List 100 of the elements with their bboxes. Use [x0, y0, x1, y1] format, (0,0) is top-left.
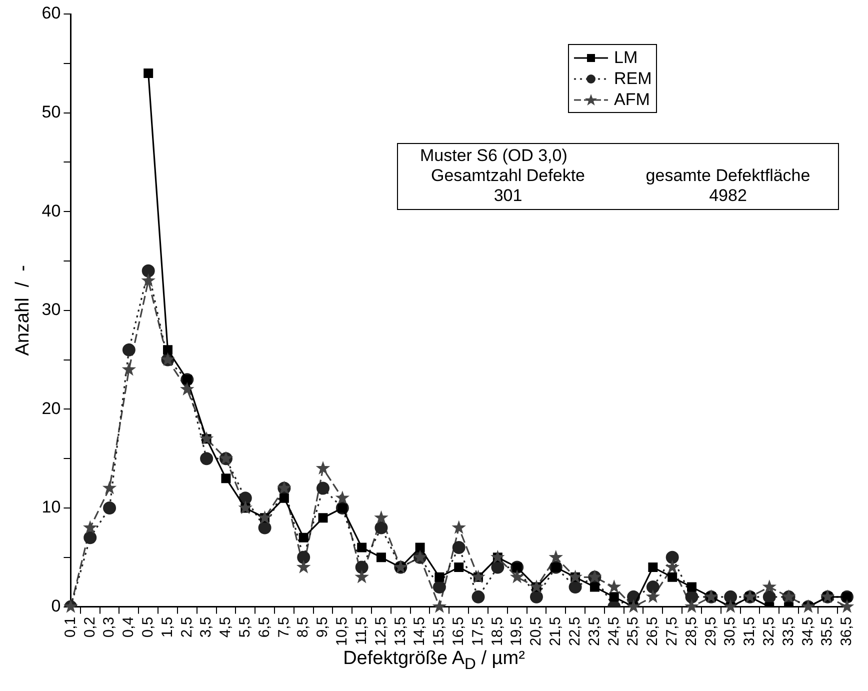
point: [374, 510, 388, 524]
x-tick-label: 1,5: [158, 616, 176, 638]
point: [64, 599, 78, 613]
legend-label: LM: [614, 48, 638, 68]
point: [122, 343, 136, 356]
point: [122, 362, 136, 376]
point: [296, 560, 311, 574]
x-tick-label: 2,5: [178, 616, 196, 638]
point: [199, 431, 214, 445]
point: [258, 510, 272, 524]
y-tick-label: 20: [42, 398, 61, 418]
x-tick-label: 12,5: [372, 616, 390, 646]
x-tick-label: 10,5: [334, 616, 351, 646]
point: [84, 531, 97, 544]
x-tick-label: 11,5: [352, 616, 370, 645]
point: [82, 520, 98, 534]
point: [357, 542, 367, 552]
x-tick-label: 33,5: [780, 616, 797, 646]
point: [432, 599, 447, 613]
point: [355, 560, 368, 574]
point: [103, 502, 116, 515]
x-tick-label: 25,5: [624, 616, 642, 646]
point: [297, 550, 310, 564]
x-tick-label: 29,5: [702, 616, 720, 646]
point: [568, 580, 582, 594]
point: [318, 513, 328, 523]
x-tick-label: 9,5: [314, 616, 332, 638]
point: [238, 500, 253, 514]
x-tick-label: 26,5: [644, 616, 662, 646]
point: [665, 560, 680, 574]
point: [668, 572, 678, 582]
x-tick-label: 19,5: [508, 616, 526, 646]
point: [221, 474, 231, 484]
point: [723, 599, 738, 613]
x-tick-label: 0,5: [139, 616, 156, 638]
point: [530, 590, 543, 604]
point: [374, 521, 388, 534]
point: [200, 452, 214, 466]
annotation: 4982: [708, 186, 748, 206]
x-axis-title: Defektgröße A$_{D}$ / µm²: [342, 648, 526, 674]
x-tick-label: 21,5: [547, 616, 564, 646]
x-tick-label: 35,5: [818, 616, 836, 646]
annotation: gesamte Defektfläche: [644, 166, 812, 186]
x-tick-label: 22,5: [566, 616, 584, 646]
point: [646, 580, 660, 594]
point: [548, 550, 564, 564]
point: [142, 264, 155, 278]
point: [354, 570, 369, 584]
y-tick-label: 60: [42, 4, 61, 23]
point: [666, 550, 679, 564]
x-tick-label: 17,5: [469, 616, 486, 646]
point: [415, 542, 425, 552]
x-tick-label: 0,4: [120, 616, 138, 638]
point: [102, 480, 117, 494]
x-tick-label: 27,5: [663, 616, 680, 646]
point: [144, 68, 154, 78]
x-tick-label: 4,5: [217, 616, 234, 638]
point: [626, 599, 641, 613]
point: [434, 572, 444, 582]
point: [609, 592, 619, 602]
x-tick-label: 34,5: [799, 616, 816, 646]
point: [648, 562, 658, 572]
point: [490, 550, 505, 564]
point: [316, 460, 330, 475]
x-tick-label: 30,5: [722, 616, 739, 646]
x-tick-label: 16,5: [450, 616, 467, 646]
x-tick-label: 24,5: [605, 616, 622, 646]
y-axis-title: Anzahl / -: [12, 264, 34, 356]
point: [298, 532, 308, 542]
x-tick-label: 28,5: [682, 616, 700, 646]
point: [472, 590, 485, 604]
x-tick-label: 32,5: [760, 616, 778, 646]
y-tick-label: 30: [42, 300, 61, 320]
point: [687, 582, 696, 592]
annotation: Gesamtzahl Defekte: [430, 166, 586, 186]
point: [141, 273, 156, 287]
point: [316, 482, 330, 495]
x-tick-label: 13,5: [392, 616, 409, 646]
annotation: 301: [492, 186, 524, 206]
point: [801, 599, 816, 613]
x-tick-label: 15,5: [430, 616, 448, 646]
x-tick-label: 0,3: [100, 616, 118, 638]
y-tick-label: 50: [42, 102, 61, 122]
annotation: Muster S6 (OD 3,0): [419, 146, 568, 166]
point: [590, 582, 600, 592]
point: [529, 580, 544, 594]
x-tick-label: 8,5: [294, 616, 312, 638]
x-tick-label: 5,5: [236, 616, 254, 638]
point: [454, 562, 464, 572]
point: [452, 541, 466, 554]
point: [180, 382, 194, 396]
point: [471, 570, 486, 584]
point: [724, 590, 738, 604]
point: [762, 590, 776, 604]
point: [432, 580, 446, 594]
point: [568, 570, 582, 584]
point: [606, 580, 622, 594]
x-tick-label: 31,5: [741, 616, 758, 646]
x-tick-label: 18,5: [488, 616, 506, 646]
y-tick-label: 0: [51, 596, 61, 616]
